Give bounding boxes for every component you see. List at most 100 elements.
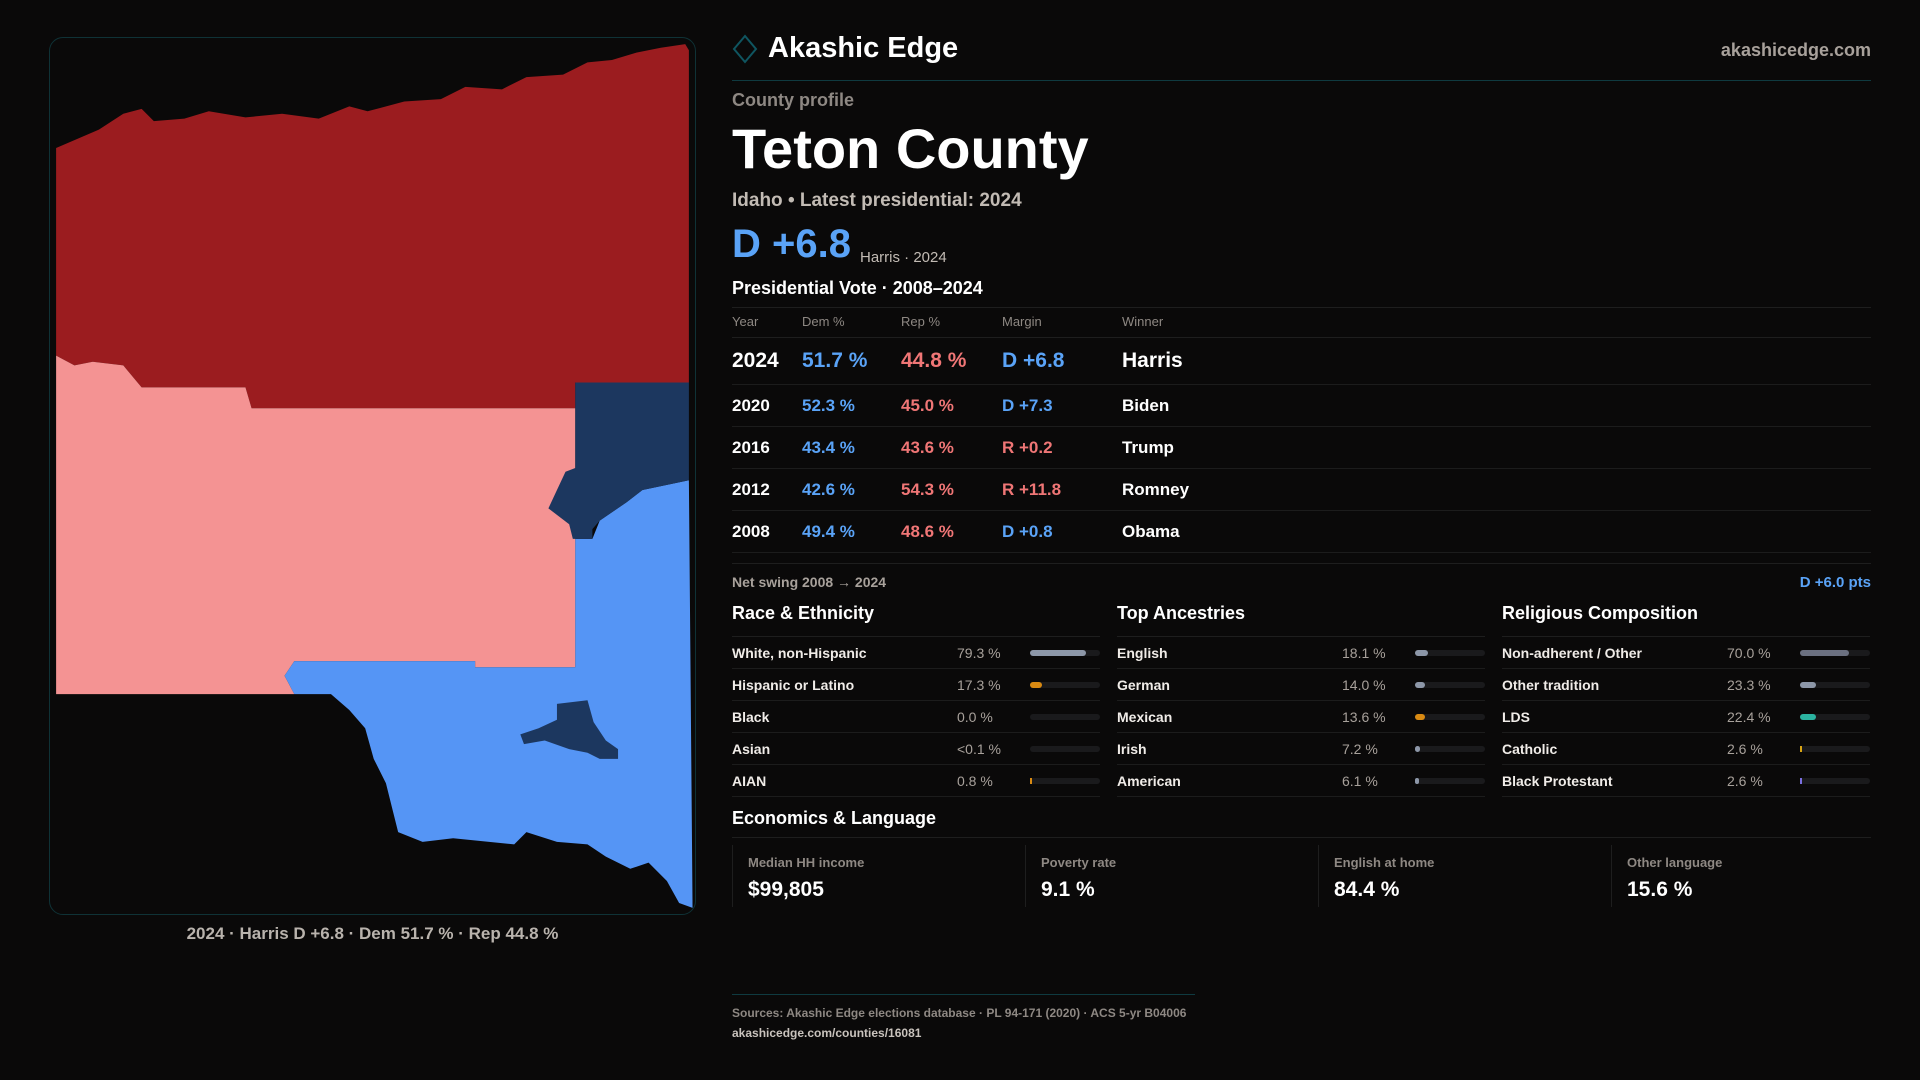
stat-label: Median HH income (748, 855, 865, 870)
demographic-label: Irish (1117, 740, 1147, 757)
vote-winner: Trump (1122, 437, 1174, 457)
demographic-bar-fill (1800, 778, 1802, 784)
demographic-label: Asian (732, 740, 771, 757)
vote-heading: Presidential Vote · 2008–2024 (732, 278, 983, 298)
map-region-strong-dem-town (520, 700, 619, 759)
demographic-row: Irish 7.2 % (1117, 733, 1485, 765)
divider (732, 837, 1871, 838)
demographic-bar (1800, 714, 1870, 720)
demographic-row: American 6.1 % (1117, 765, 1485, 797)
brand[interactable]: Akashic Edge (732, 32, 958, 65)
demographic-bar (1030, 650, 1100, 656)
demographic-bar-fill (1800, 746, 1802, 752)
economics-heading: Economics & Language (732, 808, 937, 828)
group-heading: Religious Composition (1502, 603, 1698, 623)
col-dem: Dem % (802, 314, 845, 329)
map-caption: 2024 · Harris D +6.8 · Dem 51.7 % · Rep … (186, 924, 559, 943)
demographic-pct: 0.0 % (957, 708, 993, 725)
demographic-bar-fill (1030, 682, 1043, 688)
county-map[interactable] (49, 37, 696, 915)
demographic-bar (1030, 746, 1100, 752)
vote-winner: Harris (1122, 349, 1183, 372)
demographic-bar-fill (1030, 650, 1086, 656)
demographic-row: Other tradition 23.3 % (1502, 669, 1870, 701)
vote-dem: 51.7 % (802, 349, 868, 372)
stat-label: Poverty rate (1041, 855, 1117, 870)
demographic-label: Mexican (1117, 708, 1173, 725)
map-region-lean-rep (56, 355, 576, 695)
demographic-label: Black (732, 708, 770, 725)
vote-rep: 54.3 % (901, 479, 954, 499)
vote-margin: D +7.3 (1002, 395, 1053, 415)
demographic-bar (1415, 682, 1485, 688)
demographic-row: White, non-Hispanic 79.3 % (732, 637, 1100, 669)
group-heading: Race & Ethnicity (732, 603, 875, 623)
stat-value: 9.1 % (1041, 878, 1095, 901)
demographic-label: Non-adherent / Other (1502, 644, 1643, 661)
divider (732, 994, 1195, 995)
demographic-pct: 2.6 % (1727, 772, 1763, 789)
county-url[interactable]: akashicedge.com/counties/16081 (732, 1026, 922, 1040)
demographic-bar-fill (1800, 682, 1817, 688)
vote-row[interactable]: 2008 49.4 % 48.6 % D +0.8 Obama (732, 511, 1871, 553)
vote-row[interactable]: 2012 42.6 % 54.3 % R +11.8 Romney (732, 469, 1871, 511)
page-title: Teton County (732, 117, 1089, 180)
demographic-row: AIAN 0.8 % (732, 765, 1100, 797)
vote-row[interactable]: 2024 51.7 % 44.8 % D +6.8 Harris (732, 338, 1871, 385)
vote-winner: Biden (1122, 395, 1170, 415)
vote-margin: R +11.8 (1002, 479, 1062, 499)
demographic-bar-fill (1415, 682, 1425, 688)
vote-winner: Romney (1122, 479, 1190, 499)
demographic-pct: 7.2 % (1342, 740, 1378, 757)
vote-margin: R +0.2 (1002, 437, 1053, 457)
stat-card: Median HH income $99,805 (732, 845, 1022, 907)
vote-year: 2020 (732, 395, 770, 415)
stat-label: English at home (1334, 855, 1435, 870)
demographic-bar-fill (1415, 778, 1420, 784)
demographic-pct: 22.4 % (1727, 708, 1771, 725)
vote-year: 2024 (732, 349, 779, 372)
demographic-bar-fill (1800, 714, 1816, 720)
demographic-pct: 6.1 % (1342, 772, 1378, 789)
stat-value: $99,805 (748, 878, 824, 901)
demographic-label: English (1117, 644, 1168, 661)
demographic-pct: 23.3 % (1727, 676, 1771, 693)
stat-value: 84.4 % (1334, 878, 1400, 901)
vote-rep: 45.0 % (901, 395, 954, 415)
subtitle: Idaho • Latest presidential: 2024 (732, 190, 1022, 211)
vote-dem: 49.4 % (802, 521, 855, 541)
brand-name: Akashic Edge (768, 32, 959, 64)
demographic-pct: 0.8 % (957, 772, 993, 789)
vote-row[interactable]: 2020 52.3 % 45.0 % D +7.3 Biden (732, 385, 1871, 427)
demographic-label: American (1117, 772, 1181, 789)
demographic-pct: <0.1 % (957, 740, 1001, 757)
demographic-row: Asian <0.1 % (732, 733, 1100, 765)
map-region-strong-dem (548, 382, 689, 539)
demographic-label: LDS (1502, 708, 1530, 725)
demographic-pct: 70.0 % (1727, 644, 1771, 661)
demographic-pct: 2.6 % (1727, 740, 1763, 757)
demographic-row: Catholic 2.6 % (1502, 733, 1870, 765)
stat-card: Poverty rate 9.1 % (1025, 845, 1315, 907)
col-winner: Winner (1122, 314, 1164, 329)
swing-label: Net swing 2008 → 2024 (732, 574, 887, 590)
demographic-group: Race & Ethnicity White, non-Hispanic 79.3 … (732, 603, 1100, 803)
demographic-pct: 17.3 % (957, 676, 1001, 693)
group-heading: Top Ancestries (1117, 603, 1246, 623)
vote-row[interactable]: 2016 43.4 % 43.6 % R +0.2 Trump (732, 427, 1871, 469)
profile-panel: Akashic Edge akashicedge.com County prof… (732, 0, 1871, 1080)
site-link[interactable]: akashicedge.com (1720, 40, 1871, 60)
vote-rep: 48.6 % (901, 521, 954, 541)
divider (1117, 636, 1485, 637)
map-region-lean-dem (284, 480, 693, 908)
demographic-bar (1030, 682, 1100, 688)
demographic-label: Black Protestant (1502, 772, 1613, 789)
divider (732, 80, 1871, 81)
stat-card: English at home 84.4 % (1318, 845, 1608, 907)
demographic-label: Catholic (1502, 740, 1558, 757)
demographic-row: German 14.0 % (1117, 669, 1485, 701)
demographic-pct: 18.1 % (1342, 644, 1386, 661)
demographic-bar (1415, 650, 1485, 656)
demographic-row: Black Protestant 2.6 % (1502, 765, 1870, 797)
vote-year: 2008 (732, 521, 770, 541)
